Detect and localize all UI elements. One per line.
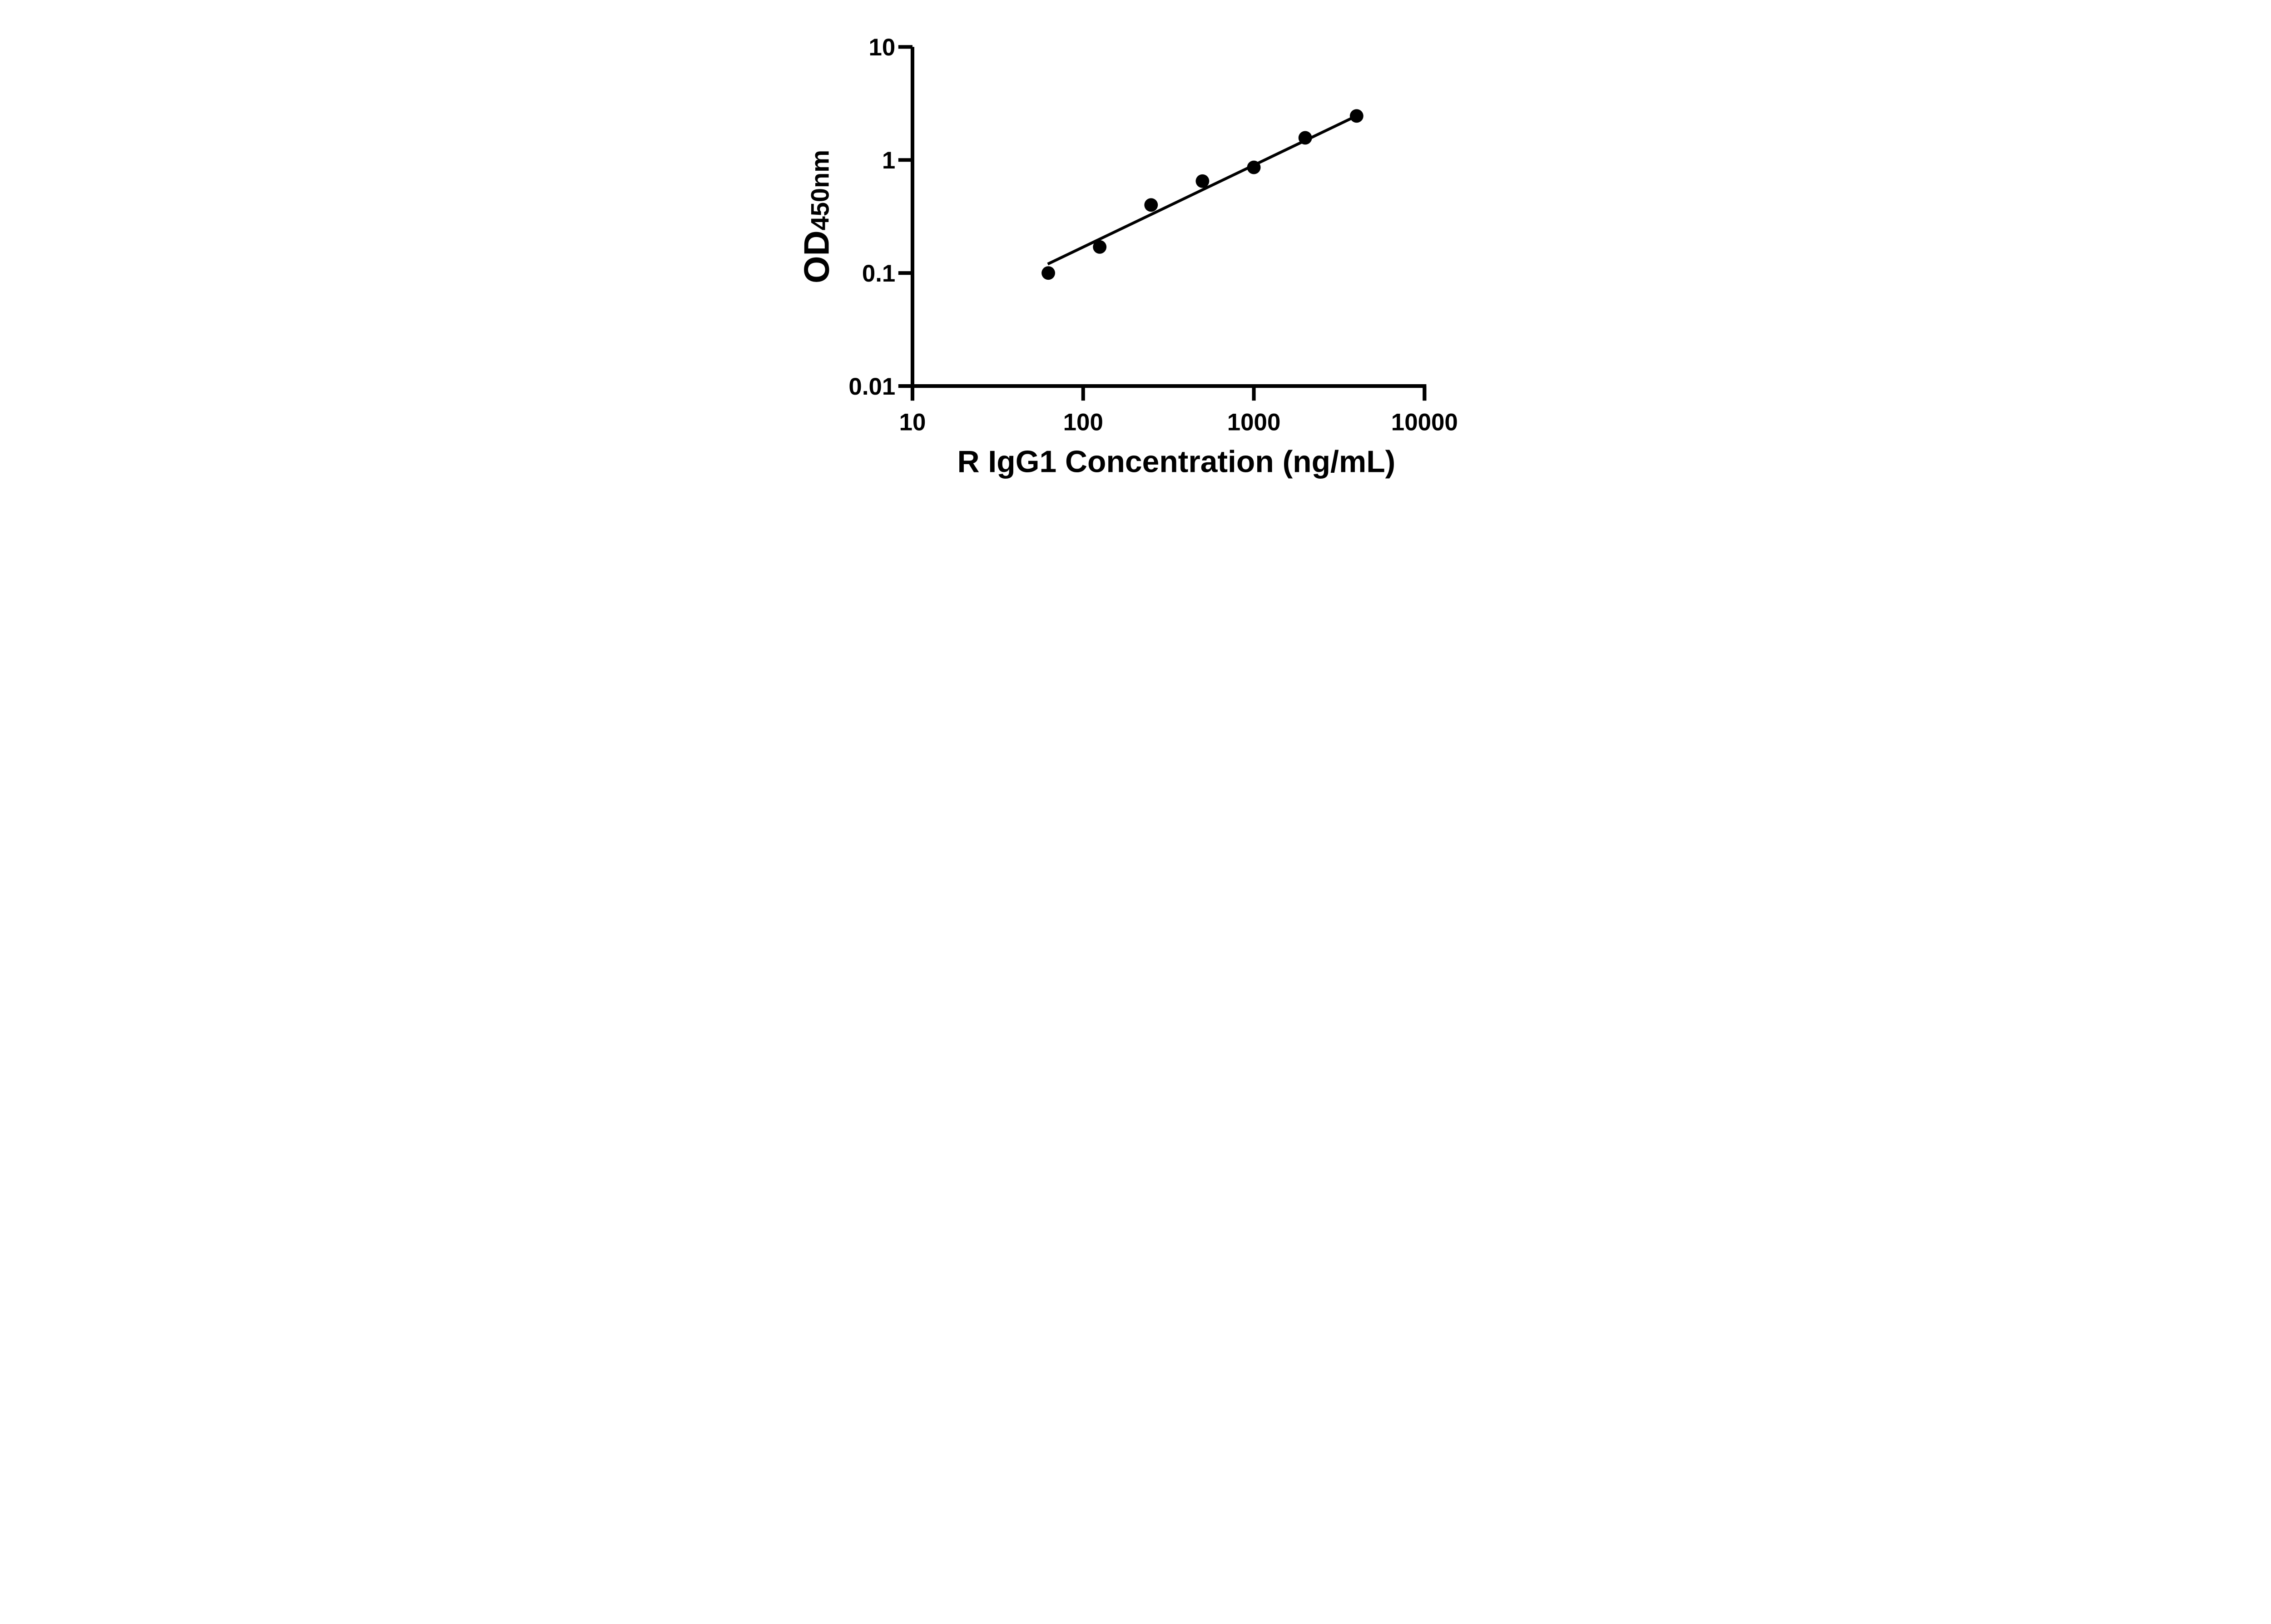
plot-background <box>772 0 1499 505</box>
data-point <box>1093 240 1107 254</box>
data-point <box>1144 198 1158 212</box>
x-tick-label: 10000 <box>1391 409 1458 436</box>
data-points <box>1041 109 1364 280</box>
axis-ticks <box>898 45 1427 401</box>
x-axis-title: R IgG1 Concentration (ng/mL) <box>957 445 1396 479</box>
data-point <box>1195 174 1210 188</box>
y-axis-title-main: OD <box>797 230 836 283</box>
data-point <box>1298 131 1312 145</box>
y-tick-label: 0.01 <box>848 373 895 400</box>
x-tick-label: 100 <box>1063 409 1103 436</box>
y-tick-labels: 10 1 0.1 0.01 <box>848 34 895 400</box>
y-tick-label: 10 <box>869 34 896 61</box>
y-tick-label: 1 <box>882 147 895 174</box>
data-point <box>1349 109 1364 123</box>
data-point <box>1041 266 1055 280</box>
elisa-standard-curve-plot: 10 100 1000 10000 10 1 0.1 0.01 R IgG1 Concent… <box>772 0 1499 505</box>
x-tick-label: 10 <box>899 409 926 436</box>
elisa-standard-curve-figure: 10 100 1000 10000 10 1 0.1 0.01 R IgG1 Concent… <box>772 0 1499 505</box>
x-tick-labels: 10 100 1000 10000 <box>899 409 1458 436</box>
y-axis-title-subscript: 450nm <box>805 150 834 230</box>
y-axis-title: OD450nm <box>797 150 836 283</box>
data-point <box>1247 160 1261 174</box>
x-tick-label: 1000 <box>1227 409 1281 436</box>
y-tick-label: 0.1 <box>862 260 896 287</box>
